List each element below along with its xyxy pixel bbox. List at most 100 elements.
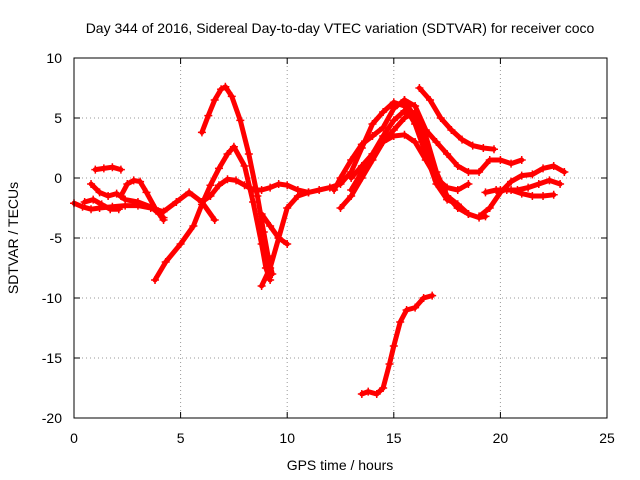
data-point	[266, 264, 275, 272]
data-point	[104, 192, 113, 200]
data-point	[411, 116, 420, 125]
data-point	[249, 186, 258, 194]
data-point	[464, 180, 473, 188]
data-point	[517, 156, 526, 164]
data-point	[411, 303, 420, 312]
data-point	[330, 186, 339, 194]
data-point	[347, 186, 356, 194]
data-point	[210, 96, 219, 104]
x-tick-label: 20	[493, 430, 509, 446]
data-point	[264, 252, 273, 260]
y-tick-label: 10	[46, 50, 62, 66]
data-point	[453, 204, 462, 212]
data-point	[227, 92, 236, 101]
data-point	[244, 150, 253, 158]
data-point	[368, 120, 377, 128]
data-point	[217, 85, 226, 94]
data-point	[453, 186, 462, 194]
data-point	[432, 138, 441, 146]
data-point	[257, 210, 266, 218]
data-point	[560, 168, 569, 176]
data-point	[259, 228, 268, 236]
data-point	[87, 205, 96, 214]
data-point	[99, 164, 108, 173]
data-point	[283, 181, 292, 190]
data-point	[223, 150, 232, 158]
y-tick-label: 5	[54, 110, 62, 126]
data-point	[464, 168, 473, 176]
data-point	[347, 174, 356, 182]
data-point	[274, 234, 283, 242]
data-point	[197, 128, 206, 137]
data-point	[176, 240, 185, 248]
data-point	[379, 138, 388, 146]
series-arc-4	[91, 163, 125, 174]
data-point	[347, 156, 356, 164]
data-point	[172, 198, 181, 206]
data-point	[428, 291, 437, 300]
data-point	[357, 140, 366, 149]
data-point	[257, 282, 266, 290]
data-point	[315, 186, 324, 194]
series-arc-14	[347, 130, 473, 194]
data-point	[257, 186, 266, 194]
x-tick-label: 0	[70, 430, 78, 446]
data-point	[421, 156, 430, 164]
data-point	[116, 192, 125, 200]
series-arc-3	[80, 195, 123, 214]
data-point	[400, 114, 409, 122]
data-point	[249, 198, 258, 206]
data-point	[78, 202, 87, 211]
series-line	[92, 164, 124, 173]
series-arc-20	[357, 291, 437, 398]
data-point	[232, 176, 241, 185]
data-point	[240, 181, 249, 190]
data-point	[80, 198, 89, 206]
plot-frame	[73, 57, 608, 419]
data-point	[87, 180, 96, 188]
data-point	[556, 180, 565, 188]
data-point	[240, 162, 249, 170]
series-line	[259, 211, 290, 247]
series-arc-6	[151, 142, 275, 284]
data-point	[121, 195, 130, 204]
data-point	[389, 342, 398, 350]
data-point	[539, 164, 548, 173]
data-point	[539, 192, 548, 200]
series-line	[497, 187, 557, 199]
data-point	[274, 180, 283, 188]
x-tick-label: 10	[279, 430, 295, 446]
data-point	[479, 144, 488, 152]
data-point	[189, 222, 198, 230]
data-point	[485, 156, 494, 164]
data-point	[517, 171, 526, 180]
data-point	[236, 116, 245, 125]
data-point	[415, 84, 424, 92]
data-point	[389, 132, 398, 140]
data-point	[95, 188, 104, 197]
data-point	[421, 144, 430, 152]
x-tick-label: 25	[599, 430, 615, 446]
data-point	[266, 222, 275, 230]
data-point	[400, 106, 409, 115]
data-point	[436, 114, 445, 122]
data-point	[206, 192, 215, 200]
x-tick-label: 15	[386, 430, 402, 446]
series-arc-7	[197, 82, 277, 278]
data-point	[379, 384, 388, 392]
data-point	[151, 276, 160, 284]
data-point	[129, 176, 138, 185]
data-point	[432, 174, 441, 182]
data-point	[185, 188, 194, 197]
data-point	[283, 204, 292, 212]
data-point	[443, 150, 452, 158]
data-point	[426, 96, 435, 104]
series-line	[152, 144, 273, 283]
data-point	[475, 168, 484, 176]
data-point	[389, 116, 398, 125]
y-tick-labels: -20 -15 -10 -5 0 5 10	[42, 50, 62, 426]
data-point	[372, 390, 381, 398]
data-point	[464, 210, 473, 218]
data-point	[490, 145, 499, 154]
data-point	[108, 163, 117, 172]
